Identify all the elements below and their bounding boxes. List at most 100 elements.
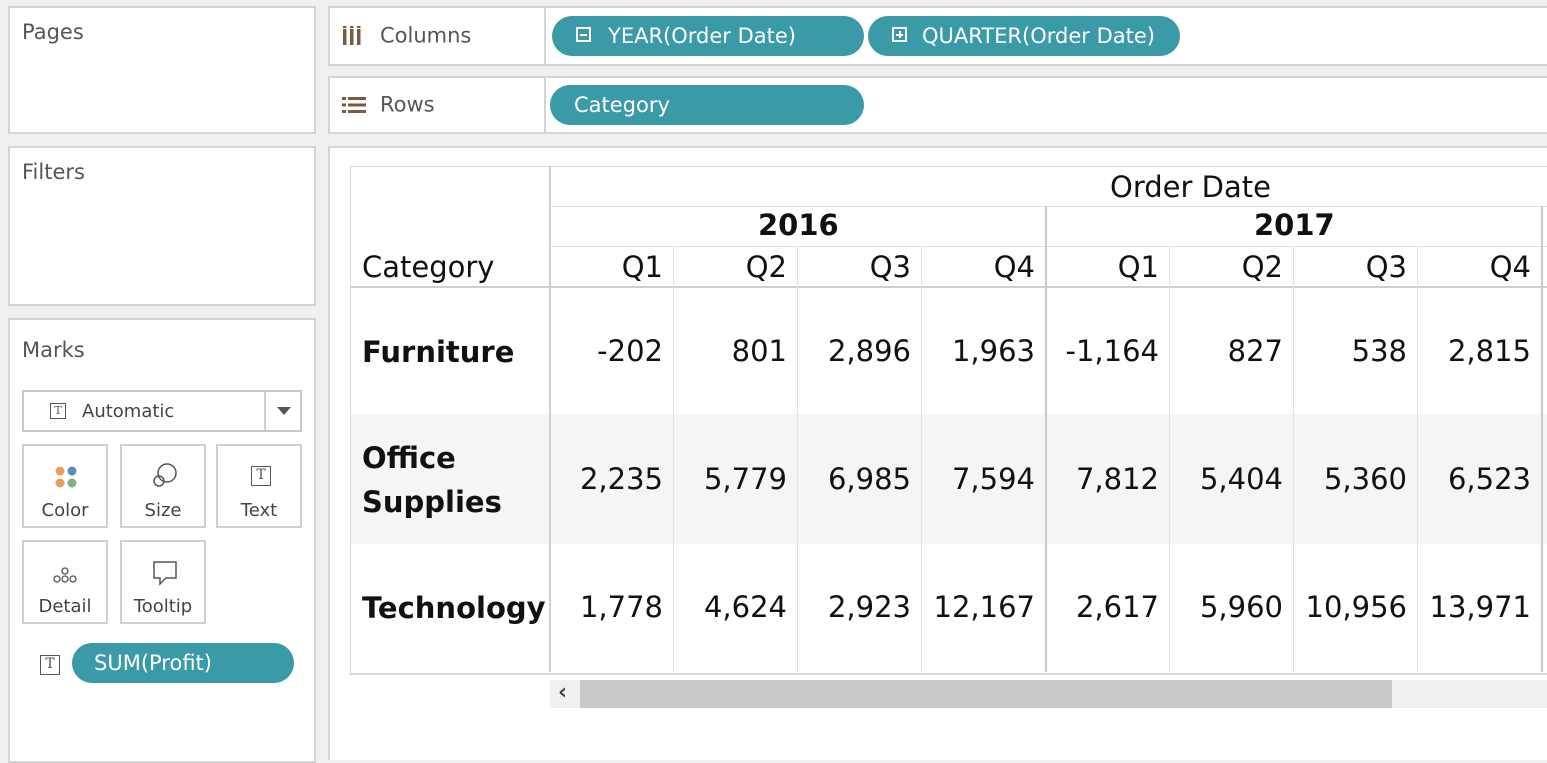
q-divider-6 <box>1293 246 1294 672</box>
table-cell[interactable]: 6,985 <box>827 462 911 496</box>
year-pill-label: YEAR(Order Date) <box>608 24 796 48</box>
filters-card: Filters <box>8 146 316 306</box>
row-label-line: Supplies <box>362 485 502 519</box>
text-encoding-icon: T <box>40 655 60 675</box>
table-cell[interactable]: 2,923 <box>827 590 911 624</box>
sum-profit-pill[interactable]: SUM(Profit) <box>72 643 294 683</box>
columns-shelf-label: Columns <box>330 8 546 64</box>
color-button[interactable]: Color <box>22 444 108 528</box>
quarter-pill-label: QUARTER(Order Date) <box>922 24 1155 48</box>
table-cell[interactable]: 12,167 <box>933 590 1035 624</box>
order-date-divider <box>550 206 1547 207</box>
row-label-office-supplies: Office Supplies <box>362 436 502 524</box>
rows-label: Rows <box>380 92 435 117</box>
scrollbar-thumb[interactable] <box>580 680 1392 708</box>
header-bottom <box>350 286 1547 288</box>
table-cell[interactable]: 4,624 <box>703 590 787 624</box>
rows-shelf-label: Rows <box>330 78 546 132</box>
table-cell[interactable]: 2,235 <box>579 462 663 496</box>
marks-title: Marks <box>22 338 85 362</box>
detail-label: Detail <box>38 596 92 617</box>
quarter-order-date-pill[interactable]: QUARTER(Order Date) <box>868 16 1180 56</box>
table-cell[interactable]: 5,360 <box>1323 462 1407 496</box>
row-label-line: Office <box>362 441 456 475</box>
color-icon <box>55 466 77 488</box>
year-order-date-pill[interactable]: YEAR(Order Date) <box>552 16 864 56</box>
tooltip-button[interactable]: Tooltip <box>120 540 206 624</box>
table-cell[interactable]: 2,815 <box>1447 334 1531 368</box>
table-cell[interactable]: 827 <box>1227 334 1283 368</box>
row-band-office-supplies-label <box>351 414 550 544</box>
color-label: Color <box>41 500 89 521</box>
row-label-line: Furniture <box>362 335 515 369</box>
quarter-header: Q1 <box>1117 250 1159 284</box>
table-cell[interactable]: 1,963 <box>951 334 1035 368</box>
quarter-header: Q2 <box>745 250 787 284</box>
table-cell[interactable]: -1,164 <box>1065 334 1160 368</box>
dropdown-divider <box>264 392 266 430</box>
viz-area: Order Date 2016 2017 Category Q1 Q2 Q3 Q… <box>328 146 1547 760</box>
row-band-office-supplies <box>550 414 1547 544</box>
table-cell[interactable]: 13,971 <box>1429 590 1531 624</box>
table-cell[interactable]: 801 <box>731 334 787 368</box>
column-header-order-date: Order Date <box>1110 170 1271 204</box>
year-header-2017: 2017 <box>1254 208 1335 242</box>
quarter-header: Q4 <box>1489 250 1531 284</box>
q-divider-7 <box>1417 246 1418 672</box>
table-cell[interactable]: 10,956 <box>1305 590 1407 624</box>
filters-title: Filters <box>22 160 85 184</box>
table-cell[interactable]: 6,523 <box>1447 462 1531 496</box>
scroll-left-arrow[interactable]: ‹ <box>558 680 568 705</box>
horizontal-scrollbar[interactable]: ‹ <box>550 680 1547 708</box>
quarter-header: Q3 <box>1365 250 1407 284</box>
text-label: Text <box>240 500 278 521</box>
row-label-technology: Technology <box>362 586 546 630</box>
q-divider-3 <box>921 246 922 672</box>
rows-icon <box>342 97 366 113</box>
detail-button[interactable]: Detail <box>22 540 108 624</box>
rows-shelf[interactable]: Rows Category <box>328 76 1547 134</box>
row-label-line: Technology <box>362 591 546 625</box>
table-cell[interactable]: 5,960 <box>1199 590 1283 624</box>
category-pill[interactable]: Category <box>550 85 864 125</box>
collapse-icon[interactable] <box>576 27 591 42</box>
table-cell[interactable]: 2,617 <box>1075 590 1159 624</box>
table-cell[interactable]: 5,404 <box>1199 462 1283 496</box>
table-cell[interactable]: 5,779 <box>703 462 787 496</box>
table-cell[interactable]: -202 <box>597 334 663 368</box>
columns-icon <box>343 26 361 45</box>
columns-label: Columns <box>380 23 472 48</box>
table-cell[interactable]: 538 <box>1351 334 1407 368</box>
mark-type-value: Automatic <box>82 401 175 422</box>
size-icon <box>153 463 177 487</box>
year-2017-divider <box>1045 206 1047 672</box>
text-mark-icon: T <box>50 403 66 419</box>
columns-shelf[interactable]: Columns YEAR(Order Date) QUARTER(Order D… <box>328 6 1547 66</box>
tooltip-label: Tooltip <box>133 596 193 617</box>
table-cell[interactable]: 7,812 <box>1075 462 1159 496</box>
sum-profit-pill-label: SUM(Profit) <box>94 651 212 675</box>
year-divider <box>550 246 1547 247</box>
chevron-down-icon[interactable] <box>277 407 291 416</box>
q-divider-1 <box>673 246 674 672</box>
row-header-divider <box>549 166 551 672</box>
table-cell[interactable]: 7,594 <box>951 462 1035 496</box>
size-label: Size <box>144 500 182 521</box>
quarter-header: Q4 <box>993 250 1035 284</box>
mark-type-dropdown[interactable]: T Automatic <box>22 390 302 432</box>
size-button[interactable]: Size <box>120 444 206 528</box>
q-divider-2 <box>797 246 798 672</box>
text-icon: T <box>251 466 271 486</box>
expand-icon[interactable] <box>892 27 907 42</box>
year-2018-divider <box>1541 206 1543 672</box>
quarter-header: Q3 <box>869 250 911 284</box>
pages-card: Pages <box>8 6 316 134</box>
q-divider-5 <box>1169 246 1170 672</box>
quarter-header: Q2 <box>1241 250 1283 284</box>
table-cell[interactable]: 1,778 <box>579 590 663 624</box>
row-label-furniture: Furniture <box>362 330 514 374</box>
year-header-2016: 2016 <box>758 208 839 242</box>
tooltip-icon <box>153 561 177 586</box>
text-button[interactable]: T Text <box>216 444 302 528</box>
table-cell[interactable]: 2,896 <box>827 334 911 368</box>
